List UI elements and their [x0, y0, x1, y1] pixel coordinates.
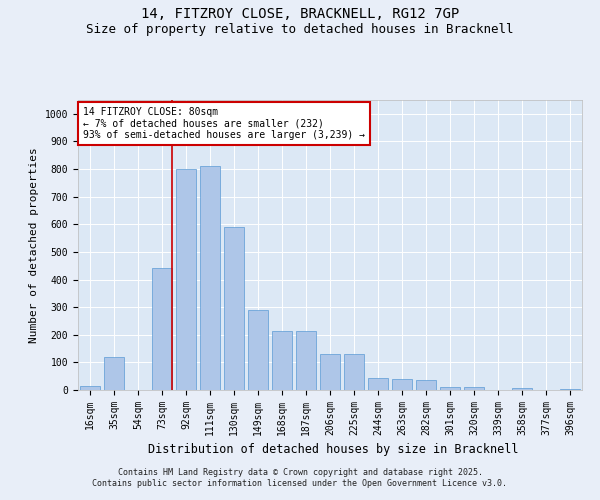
Text: Distribution of detached houses by size in Bracknell: Distribution of detached houses by size …	[148, 442, 518, 456]
Bar	[176, 169, 196, 390]
Bar	[296, 330, 316, 390]
Bar	[368, 378, 388, 390]
Bar	[440, 386, 460, 390]
Bar	[320, 354, 340, 390]
Bar	[248, 310, 268, 390]
Bar	[272, 330, 292, 390]
Bar	[416, 380, 436, 390]
Bar	[200, 166, 220, 390]
Bar	[104, 357, 124, 390]
Bar	[464, 387, 484, 390]
Bar	[344, 354, 364, 390]
Y-axis label: Number of detached properties: Number of detached properties	[29, 147, 39, 343]
Bar	[152, 268, 172, 390]
Text: Size of property relative to detached houses in Bracknell: Size of property relative to detached ho…	[86, 22, 514, 36]
Bar	[80, 386, 100, 390]
Text: Contains HM Land Registry data © Crown copyright and database right 2025.
Contai: Contains HM Land Registry data © Crown c…	[92, 468, 508, 487]
Bar	[392, 379, 412, 390]
Text: 14 FITZROY CLOSE: 80sqm
← 7% of detached houses are smaller (232)
93% of semi-de: 14 FITZROY CLOSE: 80sqm ← 7% of detached…	[83, 108, 365, 140]
Bar	[560, 388, 580, 390]
Text: 14, FITZROY CLOSE, BRACKNELL, RG12 7GP: 14, FITZROY CLOSE, BRACKNELL, RG12 7GP	[141, 8, 459, 22]
Bar	[224, 227, 244, 390]
Bar	[512, 388, 532, 390]
